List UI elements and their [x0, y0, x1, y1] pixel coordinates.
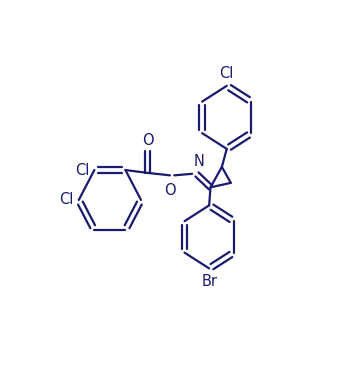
Text: Br: Br [201, 274, 217, 289]
Text: Cl: Cl [60, 192, 74, 207]
Text: Cl: Cl [220, 66, 234, 81]
Text: Cl: Cl [75, 163, 89, 177]
Text: O: O [164, 183, 176, 198]
Text: O: O [142, 133, 154, 148]
Text: N: N [194, 154, 205, 169]
